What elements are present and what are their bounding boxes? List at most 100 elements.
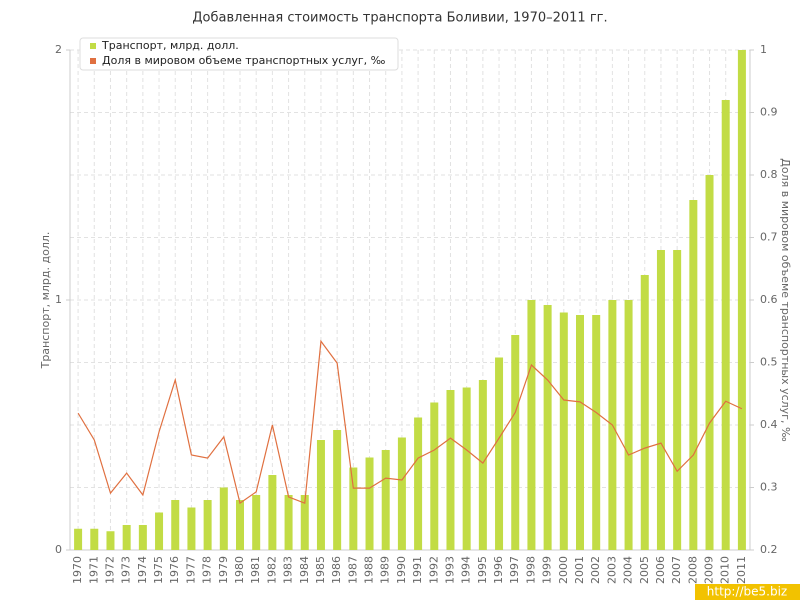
bar (478, 380, 487, 550)
bar (656, 250, 665, 550)
x-tick-label: 1975 (152, 556, 165, 584)
y2-tick-label: 0.3 (760, 481, 778, 494)
bar (284, 495, 293, 550)
bar (640, 275, 649, 550)
y2-axis-label: Доля в мировом объеме транспортных услуг… (779, 158, 792, 442)
x-tick-label: 2007 (670, 556, 683, 584)
chart-title: Добавленная стоимость транспорта Боливии… (192, 11, 607, 26)
x-tick-label: 1988 (363, 556, 376, 584)
bar (187, 507, 196, 550)
x-tick-label: 1981 (249, 556, 262, 584)
legend: Транспорт, млрд. долл. Доля в мировом объ… (79, 37, 399, 71)
x-tick-label: 1986 (330, 556, 343, 584)
bar (219, 487, 228, 550)
bar (414, 417, 423, 550)
bar (316, 440, 325, 550)
legend-swatch (90, 43, 96, 49)
x-tick-label: 1991 (411, 556, 424, 584)
x-tick-label: 1984 (298, 556, 311, 584)
bar (171, 500, 180, 550)
bar (511, 335, 520, 550)
x-tick-label: 1978 (201, 556, 214, 584)
x-tick-label: 2008 (686, 556, 699, 584)
x-tick-label: 1996 (492, 556, 505, 584)
x-tick-label: 2003 (605, 556, 618, 584)
x-tick-label: 1994 (460, 556, 473, 584)
bar (592, 315, 601, 550)
bar (543, 305, 552, 550)
bar (689, 200, 698, 550)
bar (138, 525, 147, 550)
x-tick-label: 1977 (184, 556, 197, 584)
watermark: http://be5.biz (707, 585, 787, 599)
x-tick-label: 2006 (654, 556, 667, 584)
y2-tick-label: 0.8 (760, 168, 778, 181)
bar (106, 531, 115, 550)
y2-tick-label: 0.9 (760, 106, 778, 119)
x-tick-label: 1990 (395, 556, 408, 584)
legend-label: Доля в мировом объеме транспортных услуг… (102, 54, 386, 67)
x-tick-label: 2002 (589, 556, 602, 584)
bar (365, 457, 374, 550)
x-tick-label: 1993 (443, 556, 456, 584)
x-tick-label: 2005 (638, 556, 651, 584)
x-tick-label: 2010 (719, 556, 732, 584)
bar (122, 525, 131, 550)
x-tick-label: 1971 (87, 556, 100, 584)
bar (721, 100, 730, 550)
y-axis-label: Транспорт, млрд. долл. (39, 232, 52, 370)
bar (737, 50, 746, 550)
x-tick-label: 1973 (120, 556, 133, 584)
bar (624, 300, 633, 550)
x-tick-label: 1997 (508, 556, 521, 584)
x-tick-label: 1992 (427, 556, 440, 584)
bar (333, 430, 342, 550)
x-tick-label: 1970 (71, 556, 84, 584)
bar (236, 500, 244, 550)
bar (446, 390, 455, 550)
legend-box (79, 37, 399, 71)
x-tick-label: 2009 (703, 556, 716, 584)
bar (673, 250, 682, 550)
x-tick-label: 1998 (524, 556, 537, 584)
x-tick-label: 1983 (282, 556, 295, 584)
x-tick-label: 1974 (136, 556, 149, 584)
x-tick-label: 1979 (217, 556, 230, 584)
bar (300, 495, 309, 550)
bar (527, 300, 536, 550)
bar (705, 175, 714, 550)
x-tick-label: 1987 (346, 556, 359, 584)
bar (268, 475, 277, 550)
x-tick-label: 1976 (168, 556, 181, 584)
x-tick-label: 2001 (573, 556, 586, 584)
bar (495, 357, 504, 550)
bar (252, 495, 261, 550)
y-tick-label: 2 (55, 43, 62, 56)
y2-tick-label: 1 (760, 43, 767, 56)
x-tick-label: 2004 (622, 556, 635, 584)
x-tick-label: 1985 (314, 556, 327, 584)
x-tick-label: 1989 (379, 556, 392, 584)
legend-label: Транспорт, млрд. долл. (101, 39, 239, 52)
x-tick-label: 1982 (265, 556, 278, 584)
x-tick-label: 1999 (541, 556, 554, 584)
x-tick-label: 1980 (233, 556, 246, 584)
bar (349, 467, 358, 550)
x-tick-label: 2011 (735, 556, 748, 584)
y2-tick-label: 0.2 (760, 543, 778, 556)
y2-tick-label: 0.4 (760, 418, 778, 431)
y2-tick-label: 0.7 (760, 231, 778, 244)
watermark-bg (695, 584, 800, 600)
bar (203, 500, 212, 550)
bar (576, 315, 584, 550)
y2-tick-label: 0.6 (760, 293, 778, 306)
x-tick-label: 1972 (103, 556, 116, 584)
x-tick-label: 1995 (476, 556, 489, 584)
bar (381, 450, 390, 550)
line (77, 339, 743, 505)
bar (90, 528, 99, 550)
bar (462, 387, 471, 550)
bar (559, 312, 568, 550)
bar (155, 512, 164, 550)
